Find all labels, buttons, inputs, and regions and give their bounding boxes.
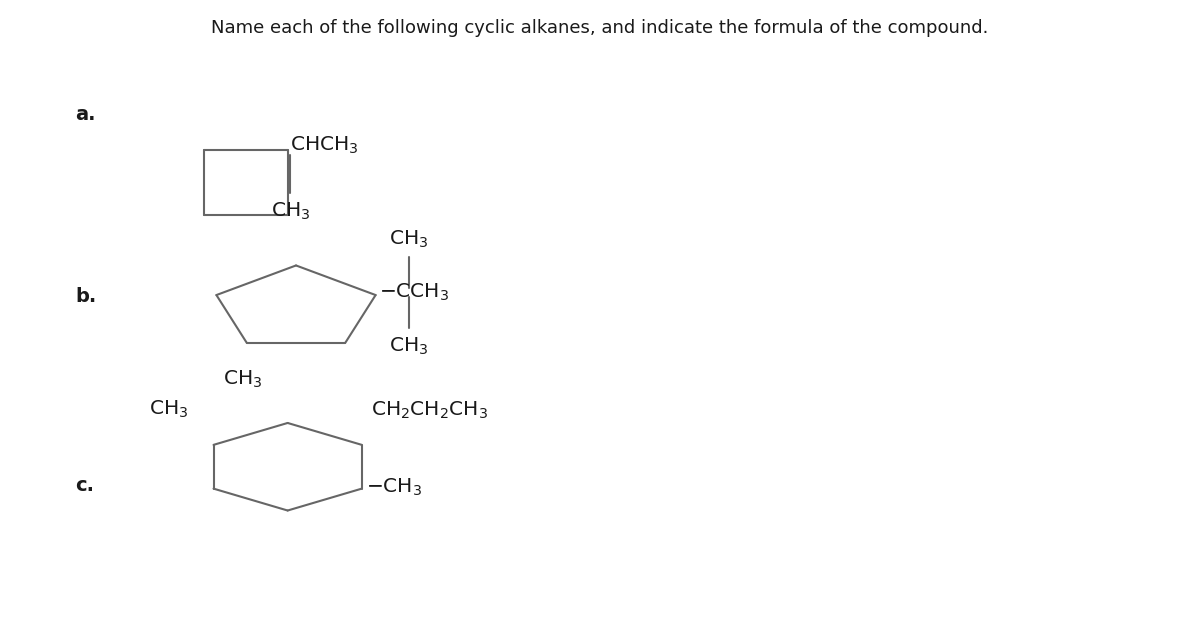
Text: CH$_3$: CH$_3$ <box>390 229 428 250</box>
Text: CH$_3$: CH$_3$ <box>222 369 262 391</box>
Text: CH$_3$: CH$_3$ <box>390 336 428 357</box>
Text: CH$_2$CH$_2$CH$_3$: CH$_2$CH$_2$CH$_3$ <box>371 400 488 421</box>
Text: b.: b. <box>76 287 97 306</box>
Text: $-$CCH$_3$: $-$CCH$_3$ <box>379 282 450 303</box>
Text: CH$_3$: CH$_3$ <box>271 200 310 222</box>
Text: c.: c. <box>76 476 95 494</box>
Text: $-$CH$_3$: $-$CH$_3$ <box>366 477 422 498</box>
Text: CH$_3$: CH$_3$ <box>149 399 188 420</box>
Text: Name each of the following cyclic alkanes, and indicate the formula of the compo: Name each of the following cyclic alkane… <box>211 19 989 36</box>
Text: CHCH$_3$: CHCH$_3$ <box>289 135 358 156</box>
Text: a.: a. <box>76 105 96 124</box>
